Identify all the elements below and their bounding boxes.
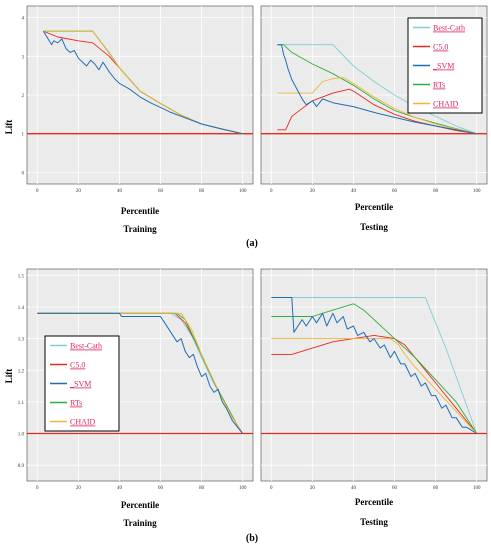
legend-label: C5.0 bbox=[70, 361, 85, 370]
y-tick-label: 0.9 bbox=[18, 464, 25, 469]
series-line-svm bbox=[37, 312, 244, 434]
y-tick-label: 1.5 bbox=[18, 274, 25, 279]
y-tick-label: 0 bbox=[22, 171, 25, 176]
chart-caption: Training bbox=[123, 518, 157, 528]
chart-a-training: 0 20 40 60 80 100 0 1 2 3 4 bbox=[22, 6, 253, 194]
y-axis-label: Lift bbox=[4, 369, 14, 384]
chart-caption: Testing bbox=[360, 517, 388, 527]
series-line-best-cath bbox=[271, 297, 478, 434]
legend-label: CHAID bbox=[433, 100, 459, 109]
series-line-rts bbox=[271, 303, 478, 434]
y-tick-label: 3 bbox=[22, 55, 25, 60]
legend-label: CHAID bbox=[70, 418, 96, 427]
y-tick-label: 1.4 bbox=[18, 306, 25, 311]
series-line-rts bbox=[277, 44, 477, 135]
x-axis-label: Percentile bbox=[121, 206, 159, 216]
x-tick-label: 80 bbox=[199, 486, 205, 491]
chart-b-training: 0 20 40 60 80 100 0.9 1.0 1.1 1.2 1.3 1.4 1.5 Best-Ca… bbox=[18, 269, 253, 491]
series-line-c5-0 bbox=[271, 334, 478, 434]
legend: Best-Cath C5.0 _SVM RTs CHAID bbox=[407, 17, 483, 114]
x-tick-label: 80 bbox=[433, 189, 439, 194]
x-axis-label: Percentile bbox=[121, 500, 159, 510]
x-tick-label: 60 bbox=[392, 189, 398, 194]
chart-b-testing: 0 20 40 60 80 100 bbox=[261, 269, 487, 491]
y-tick-label: 1.3 bbox=[18, 338, 25, 343]
legend-label: _SVM bbox=[432, 62, 454, 71]
series-line-chaid bbox=[37, 312, 244, 434]
y-tick-label: 1.0 bbox=[18, 433, 25, 438]
x-axis-label: Percentile bbox=[355, 202, 393, 212]
x-tick-label: 100 bbox=[239, 189, 247, 194]
legend-label: RTs bbox=[433, 81, 445, 90]
x-tick-label: 20 bbox=[310, 189, 316, 194]
legend-label: RTs bbox=[70, 399, 82, 408]
x-tick-label: 40 bbox=[351, 189, 357, 194]
x-tick-label: 100 bbox=[473, 189, 481, 194]
series-line-svm bbox=[271, 297, 477, 434]
series-line-chaid bbox=[271, 338, 478, 434]
legend-label: Best-Cath bbox=[433, 24, 465, 33]
x-tick-label: 100 bbox=[473, 486, 481, 491]
y-tick-label: 4 bbox=[22, 17, 25, 22]
series-line-best-cath bbox=[277, 44, 477, 135]
legend: Best-Cath C5.0 _SVM RTs CHAID bbox=[44, 335, 120, 432]
chart-caption: Testing bbox=[360, 222, 388, 232]
legend-label: Best-Cath bbox=[70, 342, 102, 351]
x-tick-label: 0 bbox=[270, 486, 273, 491]
y-tick-label: 1.2 bbox=[18, 369, 25, 374]
legend-label: _SVM bbox=[69, 380, 91, 389]
chart-a-testing: 0 20 40 60 80 100 Best-Cath C5.0 _SVM RTs CHAID bbox=[261, 6, 487, 194]
x-tick-label: 60 bbox=[392, 486, 398, 491]
x-tick-label: 40 bbox=[117, 189, 123, 194]
x-axis-label: Percentile bbox=[355, 497, 393, 507]
x-tick-label: 20 bbox=[76, 486, 82, 491]
y-tick-label: 1.1 bbox=[18, 401, 25, 406]
x-tick-label: 60 bbox=[158, 486, 164, 491]
y-tick-label: 2 bbox=[22, 94, 25, 99]
series-line-svm bbox=[42, 30, 243, 135]
x-tick-label: 20 bbox=[310, 486, 316, 491]
x-tick-label: 20 bbox=[76, 189, 82, 194]
y-tick-label: 1 bbox=[22, 133, 25, 138]
x-tick-label: 80 bbox=[433, 486, 439, 491]
x-tick-label: 0 bbox=[36, 189, 39, 194]
panel-a-label: (a) bbox=[246, 238, 258, 249]
x-tick-label: 100 bbox=[239, 486, 247, 491]
x-tick-label: 0 bbox=[270, 189, 273, 194]
panel-a: Lift 0 20 40 60 80 100 0 1 2 3 4 0 20 40 60 80 100 Best-… bbox=[4, 5, 488, 249]
x-tick-label: 0 bbox=[36, 486, 39, 491]
plot-background bbox=[260, 268, 488, 482]
panel-b-label: (b) bbox=[246, 533, 258, 544]
chart-caption: Training bbox=[123, 224, 157, 234]
x-tick-label: 40 bbox=[117, 486, 123, 491]
x-tick-label: 60 bbox=[158, 189, 164, 194]
x-tick-label: 40 bbox=[351, 486, 357, 491]
y-axis-label: Lift bbox=[4, 120, 14, 135]
legend-label: C5.0 bbox=[433, 43, 448, 52]
panel-b: Lift 0 20 40 60 80 100 0.9 1.0 1.1 1.2 1.3 1.4 1.5 Be… bbox=[4, 268, 488, 544]
x-tick-label: 80 bbox=[199, 189, 205, 194]
series-line-svm bbox=[277, 44, 477, 135]
series-line-chaid bbox=[277, 77, 477, 135]
